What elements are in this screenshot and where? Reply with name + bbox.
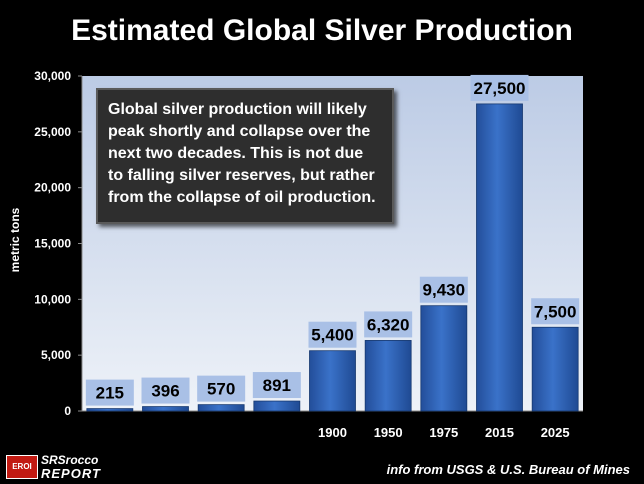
eroi-emblem: EROI — [6, 455, 38, 479]
annotation-text: Global silver production will likely pea… — [108, 101, 376, 206]
y-tick-label: 0 — [64, 404, 71, 418]
value-label-box — [470, 74, 529, 101]
value-label-box — [531, 298, 580, 325]
value-label: 7,500 — [534, 302, 577, 321]
x-tick-label: 1900 — [318, 425, 347, 440]
srsrocco-logo: EROI SRSrocco REPORT — [6, 453, 156, 481]
value-label-box — [252, 372, 301, 399]
source-note: info from USGS & U.S. Bureau of Mines — [386, 462, 630, 477]
value-label: 9,430 — [423, 281, 466, 300]
value-label: 27,500 — [474, 79, 526, 98]
value-label: 891 — [263, 376, 291, 395]
y-tick-label: 5,000 — [41, 348, 71, 362]
bar — [420, 305, 468, 412]
x-tick-label: 1950 — [374, 425, 403, 440]
value-label: 396 — [151, 382, 179, 401]
value-label-box — [419, 276, 468, 303]
y-tick-label: 15,000 — [34, 237, 71, 251]
y-axis-label: metric tons — [8, 207, 22, 272]
logo-line1: SRSrocco — [41, 453, 99, 467]
value-label: 5,400 — [311, 326, 354, 345]
y-tick-label: 10,000 — [34, 292, 71, 306]
bar — [364, 340, 412, 412]
bar — [142, 406, 189, 412]
annotation-box: Global silver production will likely pea… — [96, 88, 394, 224]
bar — [309, 350, 356, 412]
value-label: 6,320 — [367, 315, 410, 334]
value-label: 570 — [207, 380, 235, 399]
logo-wordmark: SRSrocco REPORT — [41, 453, 101, 481]
value-label-box — [364, 311, 413, 338]
value-label: 215 — [96, 384, 124, 403]
x-tick-label: 2015 — [485, 425, 514, 440]
value-label-box — [308, 321, 357, 348]
bar — [253, 400, 301, 412]
value-label-box — [141, 377, 190, 404]
bar — [476, 103, 523, 412]
value-label-box — [197, 375, 246, 402]
y-tick-label: 20,000 — [34, 181, 71, 195]
x-tick-label: 1975 — [429, 425, 458, 440]
y-tick-label: 25,000 — [34, 125, 71, 139]
bar — [86, 408, 134, 412]
y-tick-label: 30,000 — [34, 69, 71, 83]
bar — [531, 326, 579, 412]
logo-line2: REPORT — [41, 466, 101, 481]
bar — [197, 404, 245, 412]
chart-title: Estimated Global Silver Production — [71, 14, 573, 47]
x-tick-label: 2025 — [541, 425, 570, 440]
value-label-box — [85, 379, 134, 406]
